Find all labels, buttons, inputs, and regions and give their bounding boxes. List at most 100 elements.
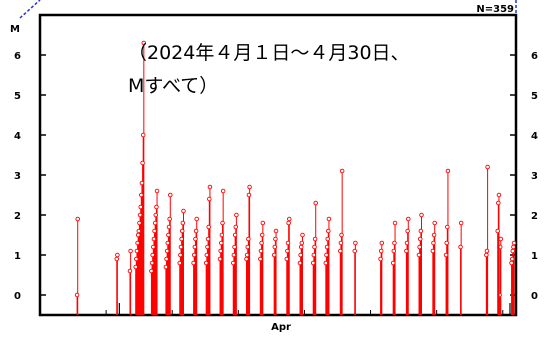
stem-marker — [406, 216, 411, 222]
stem-marker — [313, 200, 318, 206]
stem-marker — [203, 260, 209, 266]
stem-marker — [496, 200, 501, 206]
stem-point — [151, 236, 157, 315]
stem-marker — [137, 212, 143, 218]
y-tick-label-right: 2 — [531, 211, 538, 222]
stem-marker — [206, 224, 211, 230]
stem-marker — [339, 232, 344, 238]
stem-point — [232, 244, 237, 315]
stem-marker — [260, 220, 266, 226]
stem-marker — [181, 208, 186, 214]
y-tick-label-left: 6 — [14, 51, 21, 62]
stem-point — [312, 236, 318, 315]
stem-marker — [219, 240, 224, 246]
stem-marker — [430, 248, 436, 254]
stem-point — [193, 236, 198, 315]
stem-marker — [445, 168, 451, 174]
stem-point — [205, 244, 210, 315]
stem-point — [378, 256, 383, 315]
stem-marker — [431, 232, 437, 238]
stem-marker — [247, 184, 252, 190]
stem-marker — [149, 268, 154, 274]
stem-marker — [338, 248, 343, 254]
stem-marker — [150, 252, 155, 258]
stem-point — [458, 244, 463, 315]
stem-marker — [204, 252, 210, 258]
stem-marker — [154, 204, 159, 210]
stem-point — [484, 252, 489, 315]
stem-point — [259, 240, 264, 315]
stem-marker — [498, 236, 504, 242]
stem-marker — [444, 240, 449, 246]
stem-marker — [179, 236, 184, 242]
stem-point — [431, 232, 437, 315]
stem-marker — [418, 228, 424, 234]
stem-point — [137, 220, 142, 315]
stem-point — [273, 236, 278, 315]
stem-marker — [141, 40, 147, 46]
stem-marker — [258, 256, 263, 262]
stem-marker — [378, 256, 383, 262]
stem-point — [217, 256, 223, 315]
stem-point — [181, 208, 186, 315]
stem-marker — [153, 212, 159, 218]
stem-point — [220, 188, 226, 315]
stem-marker — [140, 160, 145, 166]
stem-marker — [485, 164, 490, 170]
stem-point — [207, 184, 213, 315]
stem-marker — [244, 256, 249, 262]
stem-marker — [391, 248, 397, 254]
stem-marker — [207, 184, 213, 190]
stem-point — [353, 240, 358, 315]
count-label: N=359 — [476, 4, 514, 15]
stem-point — [404, 240, 410, 315]
stem-point — [192, 244, 198, 315]
stem-point — [218, 248, 223, 315]
stem-point — [417, 244, 422, 315]
stem-marker — [325, 236, 330, 242]
stem-marker — [258, 248, 264, 254]
stem-marker — [273, 228, 279, 234]
y-tick-label-left: 5 — [14, 91, 21, 102]
stem-marker — [298, 252, 303, 258]
stem-marker — [326, 228, 331, 234]
x-axis-ticks: Apr — [105, 303, 511, 333]
stem-point — [430, 248, 436, 315]
stem-marker — [74, 292, 80, 298]
y-tick-label-left: 2 — [14, 211, 21, 222]
stem-point — [287, 216, 292, 315]
stem-marker — [379, 240, 385, 246]
stem-marker — [114, 256, 120, 262]
stem-marker — [152, 228, 157, 234]
stem-point — [165, 240, 171, 315]
stem-point — [511, 240, 517, 315]
stem-marker — [271, 252, 277, 258]
stem-marker — [151, 244, 156, 250]
y-tick-label-right: 6 — [531, 51, 538, 62]
stem-marker — [134, 256, 139, 262]
stem-marker — [432, 220, 437, 226]
stem-marker — [168, 192, 173, 198]
stem-point — [312, 244, 317, 315]
stem-point — [135, 240, 140, 315]
stem-point — [496, 192, 502, 315]
stem-marker — [139, 192, 144, 198]
stem-point — [206, 224, 211, 315]
stem-marker — [152, 220, 158, 226]
stem-marker — [231, 252, 237, 258]
stem-point — [271, 252, 277, 315]
stem-point — [418, 228, 424, 315]
stem-marker — [323, 260, 329, 266]
stem-point — [509, 256, 515, 315]
stem-marker — [75, 216, 80, 222]
stem-point — [247, 184, 252, 315]
stem-point — [234, 212, 239, 315]
stem-point — [154, 188, 160, 315]
stem-point — [378, 248, 384, 315]
stem-point — [484, 248, 490, 315]
y-tick-label-left: 0 — [14, 291, 21, 302]
stem-marker — [310, 260, 316, 266]
stem-marker — [311, 252, 317, 258]
stem-point — [164, 248, 170, 315]
stem-point — [326, 216, 332, 315]
